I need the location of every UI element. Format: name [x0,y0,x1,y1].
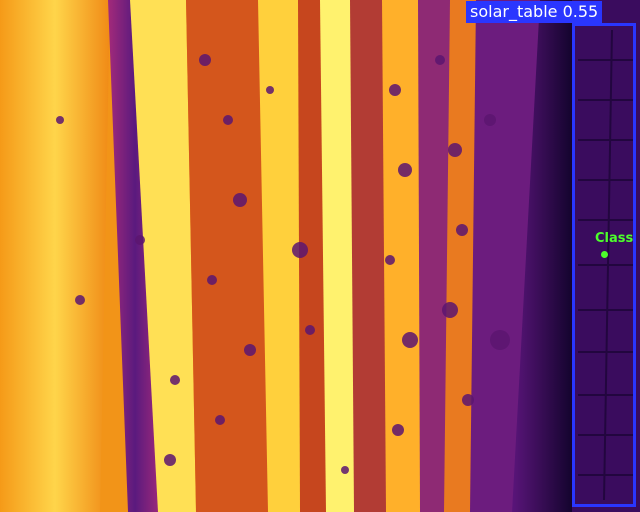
cool-band [108,0,162,512]
keypoint-label: Class [595,231,634,246]
detection-label: solar_table 0.55 [466,1,603,23]
thermal-speckles [56,54,510,474]
hot-stripe [0,0,110,512]
hot-stripe [444,0,478,512]
detection-bounding-box [572,23,636,507]
cool-band [350,0,388,512]
cool-band [418,0,452,512]
hot-stripe [130,0,196,512]
cool-band [186,0,272,512]
solar-panel-cells [578,29,636,501]
hot-stripe [320,0,356,512]
keypoint-marker [601,251,608,258]
hot-stripe [382,0,424,512]
hot-stripe [258,0,302,512]
panel-edge [512,0,572,512]
